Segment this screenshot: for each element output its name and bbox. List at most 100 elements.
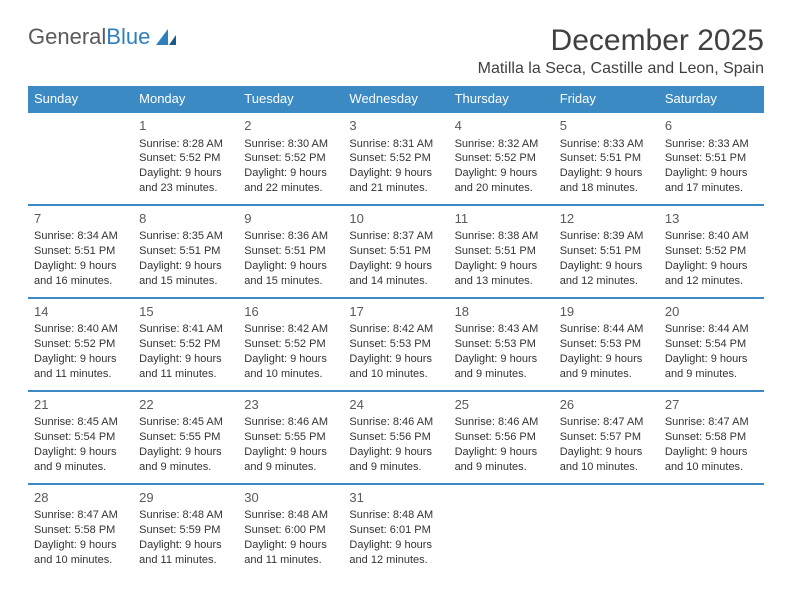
day-info-line: Daylight: 9 hours [455,445,548,460]
day-number: 1 [139,117,232,135]
day-info-line: Sunrise: 8:39 AM [560,229,653,244]
day-info-line: and 20 minutes. [455,181,548,196]
day-info-line: and 11 minutes. [139,367,232,382]
day-cell: 22Sunrise: 8:45 AMSunset: 5:55 PMDayligh… [133,391,238,484]
day-info-line: Daylight: 9 hours [244,259,337,274]
day-number: 12 [560,210,653,228]
day-info-line: and 9 minutes. [665,367,758,382]
day-info-line: and 9 minutes. [560,367,653,382]
day-info-line: Sunrise: 8:38 AM [455,229,548,244]
day-cell: 29Sunrise: 8:48 AMSunset: 5:59 PMDayligh… [133,484,238,576]
logo-text-2: Blue [106,24,150,49]
day-info-line: Daylight: 9 hours [139,259,232,274]
day-info-line: and 16 minutes. [34,274,127,289]
calendar-row: 28Sunrise: 8:47 AMSunset: 5:58 PMDayligh… [28,484,764,576]
day-info-line: Sunset: 5:53 PM [455,337,548,352]
day-info-line: and 23 minutes. [139,181,232,196]
weekday-header: Monday [133,86,238,112]
day-info-line: and 9 minutes. [455,367,548,382]
day-info-line: Daylight: 9 hours [665,352,758,367]
day-info-line: Sunrise: 8:43 AM [455,322,548,337]
day-cell: 6Sunrise: 8:33 AMSunset: 5:51 PMDaylight… [659,112,764,205]
day-number: 10 [349,210,442,228]
day-info-line: Sunrise: 8:46 AM [349,415,442,430]
day-cell: 7Sunrise: 8:34 AMSunset: 5:51 PMDaylight… [28,205,133,298]
day-info-line: Daylight: 9 hours [665,445,758,460]
day-info-line: Daylight: 9 hours [560,166,653,181]
day-number: 28 [34,489,127,507]
calendar-head: SundayMondayTuesdayWednesdayThursdayFrid… [28,86,764,112]
day-info-line: Daylight: 9 hours [34,352,127,367]
day-info-line: Sunset: 5:51 PM [139,244,232,259]
logo-text: GeneralBlue [28,24,150,50]
day-info-line: Daylight: 9 hours [244,352,337,367]
day-number: 15 [139,303,232,321]
day-info-line: Sunrise: 8:48 AM [349,508,442,523]
day-cell: 18Sunrise: 8:43 AMSunset: 5:53 PMDayligh… [449,298,554,391]
day-info-line: and 9 minutes. [34,460,127,475]
weekday-header: Sunday [28,86,133,112]
logo: GeneralBlue [28,24,178,50]
day-info-line: Sunrise: 8:44 AM [665,322,758,337]
day-info-line: Sunrise: 8:48 AM [244,508,337,523]
page-title: December 2025 [478,24,764,58]
day-number: 24 [349,396,442,414]
day-info-line: and 11 minutes. [244,553,337,568]
weekday-header: Friday [554,86,659,112]
day-info-line: and 22 minutes. [244,181,337,196]
day-info-line: Daylight: 9 hours [665,166,758,181]
day-info-line: Sunset: 5:53 PM [349,337,442,352]
day-cell: 11Sunrise: 8:38 AMSunset: 5:51 PMDayligh… [449,205,554,298]
calendar-body: 1Sunrise: 8:28 AMSunset: 5:52 PMDaylight… [28,112,764,576]
day-info-line: and 13 minutes. [455,274,548,289]
day-number: 11 [455,210,548,228]
day-info-line: Sunrise: 8:45 AM [139,415,232,430]
day-info-line: and 10 minutes. [665,460,758,475]
day-info-line: and 15 minutes. [139,274,232,289]
day-cell: 14Sunrise: 8:40 AMSunset: 5:52 PMDayligh… [28,298,133,391]
day-info-line: Daylight: 9 hours [349,259,442,274]
day-info-line: Sunset: 5:51 PM [244,244,337,259]
day-info-line: Sunset: 5:53 PM [560,337,653,352]
day-cell: 2Sunrise: 8:30 AMSunset: 5:52 PMDaylight… [238,112,343,205]
day-info-line: Daylight: 9 hours [560,352,653,367]
day-info-line: and 11 minutes. [139,553,232,568]
day-info-line: Daylight: 9 hours [244,166,337,181]
day-cell: 21Sunrise: 8:45 AMSunset: 5:54 PMDayligh… [28,391,133,484]
calendar-row: 1Sunrise: 8:28 AMSunset: 5:52 PMDaylight… [28,112,764,205]
day-info-line: Sunset: 5:51 PM [665,151,758,166]
day-info-line: and 12 minutes. [665,274,758,289]
day-cell: 1Sunrise: 8:28 AMSunset: 5:52 PMDaylight… [133,112,238,205]
day-info-line: Sunrise: 8:33 AM [665,137,758,152]
day-info-line: Sunset: 5:55 PM [244,430,337,445]
day-info-line: Sunrise: 8:37 AM [349,229,442,244]
day-info-line: Daylight: 9 hours [244,538,337,553]
day-info-line: Daylight: 9 hours [139,352,232,367]
day-cell: 17Sunrise: 8:42 AMSunset: 5:53 PMDayligh… [343,298,448,391]
day-info-line: Daylight: 9 hours [665,259,758,274]
empty-cell [554,484,659,576]
day-info-line: Sunrise: 8:42 AM [244,322,337,337]
weekday-header: Thursday [449,86,554,112]
day-number: 13 [665,210,758,228]
day-number: 16 [244,303,337,321]
day-cell: 23Sunrise: 8:46 AMSunset: 5:55 PMDayligh… [238,391,343,484]
day-number: 19 [560,303,653,321]
day-number: 30 [244,489,337,507]
day-info-line: Daylight: 9 hours [34,259,127,274]
day-info-line: Sunset: 5:54 PM [665,337,758,352]
day-number: 9 [244,210,337,228]
day-cell: 16Sunrise: 8:42 AMSunset: 5:52 PMDayligh… [238,298,343,391]
day-info-line: Sunrise: 8:32 AM [455,137,548,152]
day-cell: 30Sunrise: 8:48 AMSunset: 6:00 PMDayligh… [238,484,343,576]
day-info-line: Sunrise: 8:47 AM [665,415,758,430]
day-info-line: Sunset: 6:00 PM [244,523,337,538]
day-info-line: Daylight: 9 hours [34,445,127,460]
day-cell: 3Sunrise: 8:31 AMSunset: 5:52 PMDaylight… [343,112,448,205]
day-info-line: Sunset: 5:51 PM [34,244,127,259]
day-cell: 9Sunrise: 8:36 AMSunset: 5:51 PMDaylight… [238,205,343,298]
day-info-line: Sunrise: 8:34 AM [34,229,127,244]
day-info-line: Sunset: 5:59 PM [139,523,232,538]
day-info-line: Sunset: 5:51 PM [560,244,653,259]
day-info-line: Sunrise: 8:31 AM [349,137,442,152]
